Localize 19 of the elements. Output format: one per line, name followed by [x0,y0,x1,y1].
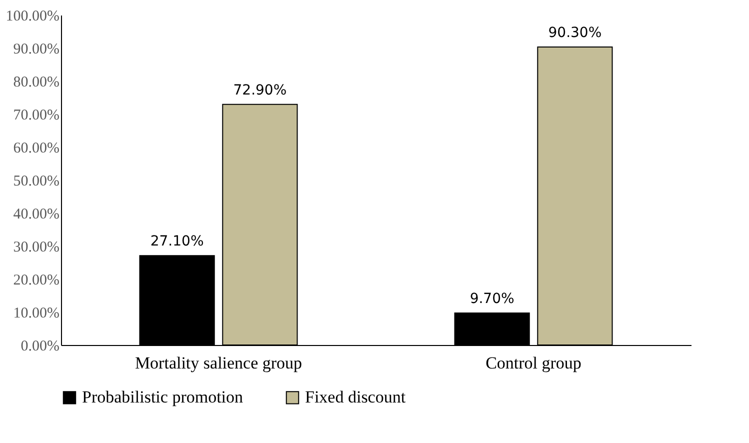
data-label: 27.10% [150,234,204,250]
legend-label: Fixed discount [305,388,406,407]
y-tick-label: 80.00% [13,74,60,90]
data-label: 72.90% [233,82,287,98]
data-label: 90.30% [548,25,602,42]
data-label: 9.70% [470,290,514,307]
y-tick-label: 70.00% [13,108,60,124]
x-tick-label: Mortality salience group [134,354,302,372]
y-tick-label: 50.00% [13,174,60,190]
x-tick-label: Control group [486,354,582,372]
legend-label: Probabilistic promotion [82,388,244,407]
y-tick-label: 30.00% [13,240,60,256]
y-tick-label: 100.00% [6,8,60,24]
y-tick-label: 60.00% [13,140,60,156]
y-tick-label: 0.00% [20,338,60,354]
y-tick-label: 40.00% [13,206,60,222]
y-tick-label: 90.00% [13,42,60,58]
y-tick-label: 20.00% [13,272,60,288]
y-tick-label: 10.00% [13,306,60,322]
